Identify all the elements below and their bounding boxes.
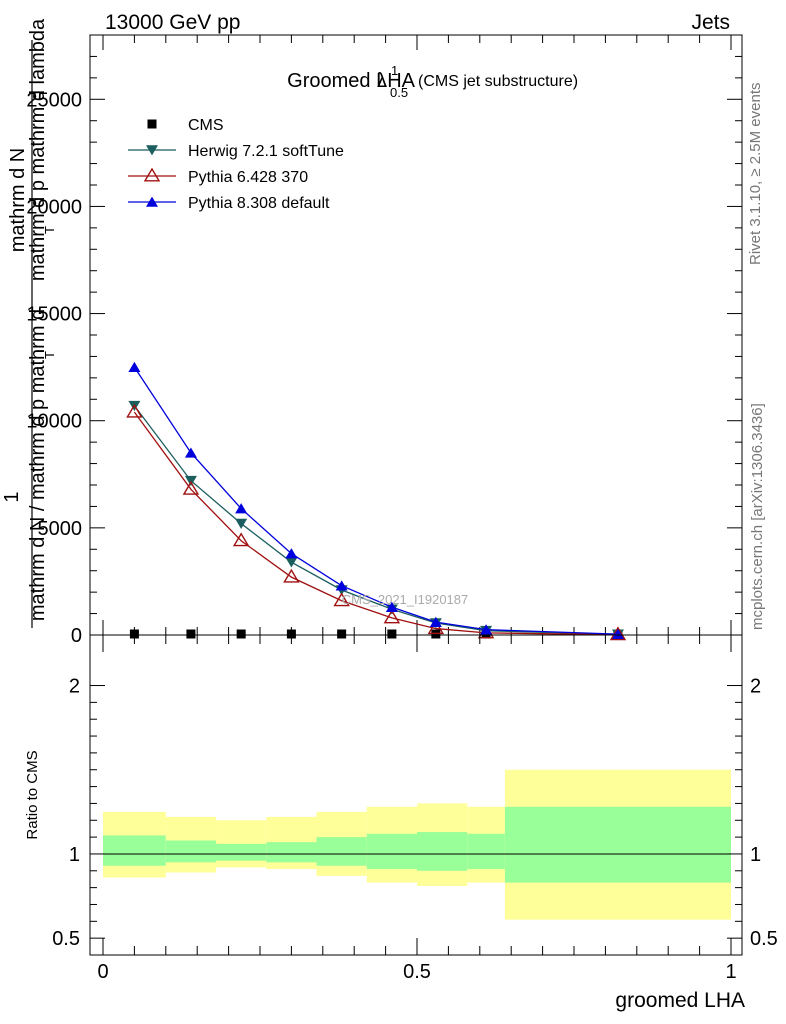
data-point — [286, 629, 296, 639]
main-ytick-label: 20000 — [26, 196, 82, 218]
data-point — [285, 557, 298, 568]
data-point — [283, 568, 300, 583]
series-line — [133, 411, 618, 636]
main-ytick-label: 5000 — [38, 518, 83, 540]
data-point — [387, 629, 397, 639]
ylabel-line-3: T — [42, 226, 57, 234]
legend: CMS Herwig 7.2.1 softTune Pythia 6.428 370… — [128, 117, 344, 212]
main-ytick-label: 10000 — [26, 411, 82, 433]
series-pythia-8-308-default — [128, 361, 624, 639]
rivet-label: Rivet 3.1.10, ≥ 2.5M events — [747, 83, 764, 266]
ratio-ytick-label: 0.5 — [52, 928, 80, 950]
ratio-ytick-label-right: 1 — [750, 844, 761, 866]
title-sup: 1 — [391, 63, 398, 78]
data-point — [427, 620, 445, 635]
ratio-band-inner — [216, 843, 267, 861]
watermark: CMS_2021_I1920187 — [342, 592, 469, 607]
legend-label: Pythia 6.428 370 — [188, 169, 308, 186]
ratio-band-inner — [467, 833, 505, 870]
legend-item: Pythia 6.428 370 — [128, 167, 308, 186]
ratio-band-inner — [316, 837, 367, 866]
data-point — [129, 629, 139, 639]
ratio-ytick-label: 2 — [69, 676, 80, 698]
mcplots-label: mcplots.cern.ch [arXiv:1306.3436] — [749, 403, 766, 630]
title-note: (CMS jet substructure) — [418, 73, 578, 90]
chart-title: Groomed LHA λ 1 0.5 (CMS jet substructur… — [287, 63, 578, 100]
data-point — [285, 548, 298, 559]
ylabel-line-5: T — [42, 351, 57, 359]
ylabel-line-1: mathrm d N — [7, 148, 29, 252]
data-point — [186, 629, 196, 639]
legend-label: Herwig 7.2.1 softTune — [188, 143, 344, 160]
ratio-band-inner — [504, 806, 731, 883]
category-label: Jets — [691, 11, 730, 34]
ratio-y-label: Ratio to CMS — [24, 750, 41, 839]
ratio-band-inner — [266, 842, 317, 863]
ratio-ytick-label-right: 2 — [750, 676, 761, 698]
data-point — [126, 403, 143, 418]
svg-text:Groomed LHA: Groomed LHA — [287, 70, 415, 92]
legend-marker — [143, 167, 161, 182]
data-point — [182, 480, 200, 495]
ratio-band-inner — [165, 840, 217, 863]
main-ytick-label: 15000 — [26, 304, 82, 326]
ratio-band-inner — [366, 833, 417, 870]
title-sub: 0.5 — [390, 85, 408, 100]
data-point — [235, 518, 248, 529]
title-symbol: λ — [377, 70, 387, 92]
ratio-ytick-label: 1 — [69, 844, 80, 866]
data-point — [128, 361, 141, 372]
main-ytick-label: 0 — [71, 625, 82, 647]
data-point — [385, 601, 398, 612]
x-tick-label: 0.5 — [403, 961, 431, 983]
data-point — [429, 616, 442, 627]
legend-label: Pythia 8.308 default — [188, 195, 330, 212]
energy-label: 13000 GeV pp — [105, 11, 240, 34]
legend-marker — [147, 119, 157, 129]
main-y-axis-label: 1 mathrm d N mathrm d p mathrm d lambda … — [1, 18, 57, 628]
data-point — [232, 532, 250, 547]
data-point — [337, 629, 347, 639]
legend-item: CMS — [147, 117, 224, 134]
legend-marker — [146, 196, 158, 207]
data-point — [383, 609, 401, 624]
data-point — [480, 624, 493, 635]
data-point — [335, 580, 348, 591]
ratio-ytick-label-right: 0.5 — [750, 928, 778, 950]
ratio-plot-panel: 0.5 0.5 1 1 2 2 0 0.5 1 Ratio to CMS groomed LHA — [24, 634, 778, 1012]
legend-item: Herwig 7.2.1 softTune — [128, 143, 344, 160]
data-point — [333, 592, 350, 607]
main-plot-panel: 0 5000 10000 15000 20000 25000 CMS_2021_I1920… — [26, 34, 743, 647]
x-tick-label: 1 — [725, 961, 736, 983]
data-point — [611, 628, 624, 639]
title-text: Groomed LHA — [287, 70, 415, 92]
ylabel-line-2: mathrm d p mathrm d lambda — [27, 18, 49, 281]
data-point — [236, 629, 246, 639]
data-point — [184, 447, 197, 458]
main-ytick-label: 25000 — [26, 89, 82, 111]
x-axis-label: groomed LHA — [615, 989, 745, 1012]
ylabel-one: 1 — [1, 491, 23, 502]
legend-item: Pythia 8.308 default — [128, 195, 330, 212]
ratio-band-inner — [417, 832, 468, 871]
legend-label: CMS — [188, 117, 224, 134]
legend-marker — [146, 145, 158, 156]
ratio-frame — [89, 634, 743, 956]
x-tick-label: 0 — [97, 961, 108, 983]
ratio-band-inner — [103, 835, 166, 866]
data-point — [235, 503, 248, 514]
